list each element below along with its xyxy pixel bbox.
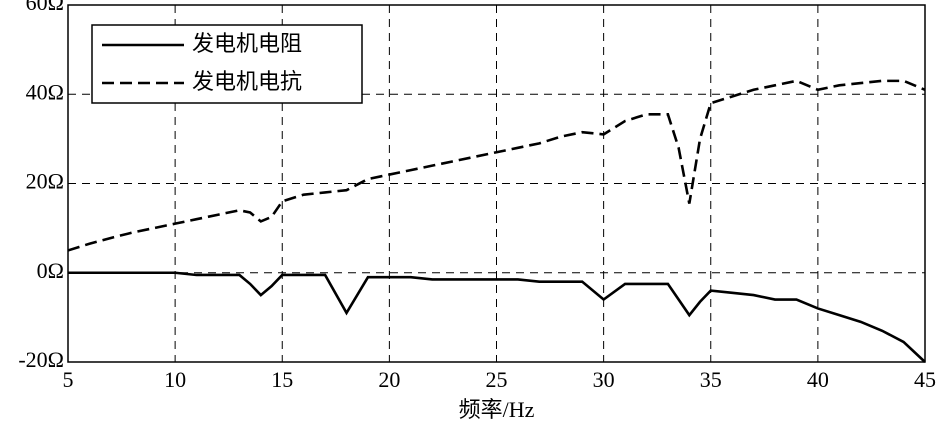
plot-frame [67, 4, 926, 363]
x-tick-label: 35 [700, 367, 722, 392]
x-tick-label: 25 [486, 367, 508, 392]
y-tick-label: 20Ω [26, 169, 64, 194]
legend-label: 发电机电抗 [192, 70, 302, 95]
y-tick-label: 40Ω [26, 79, 64, 104]
legend-box [91, 24, 363, 104]
series-line [68, 271, 926, 363]
x-tick-label: 30 [593, 367, 615, 392]
x-axis-label: 频率/Hz [459, 397, 535, 422]
x-tick-label: 10 [164, 367, 186, 392]
y-tick-label: 60Ω [26, 0, 64, 15]
y-tick-label: 0Ω [37, 258, 64, 283]
x-tick-label: 20 [378, 367, 400, 392]
x-tick-label: 45 [914, 367, 936, 392]
legend-label: 发电机电阻 [192, 32, 302, 57]
y-tick-label: -20Ω [18, 347, 64, 372]
x-tick-label: 5 [63, 367, 74, 392]
x-tick-label: 15 [271, 367, 293, 392]
series-line [67, 79, 926, 252]
x-tick-label: 40 [807, 367, 829, 392]
